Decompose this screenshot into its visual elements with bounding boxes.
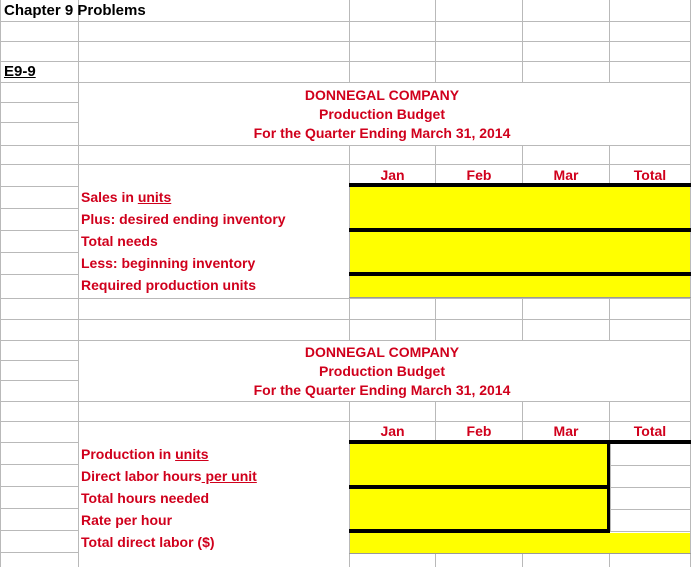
row-label-total-direct-labor: Total direct labor ($) xyxy=(81,534,215,550)
chapter-title: Chapter 9 Problems xyxy=(4,2,146,19)
col-header-total-2: Total xyxy=(633,423,667,439)
grid-line xyxy=(0,41,691,42)
row-label-plus-ending: Plus: desired ending inventory xyxy=(81,211,286,227)
grid-line xyxy=(0,486,78,487)
label-block xyxy=(79,443,349,567)
rule xyxy=(349,553,691,554)
rule xyxy=(349,183,691,187)
grid-line xyxy=(78,0,79,567)
rule xyxy=(607,440,610,533)
grid-line xyxy=(690,0,691,567)
rule xyxy=(349,297,691,298)
rule xyxy=(349,272,691,276)
row-label-total-hours: Total hours needed xyxy=(81,490,210,506)
grid-line xyxy=(0,464,78,465)
grid-line xyxy=(0,552,78,553)
grid-line xyxy=(0,164,691,165)
grid-line xyxy=(0,401,691,402)
budget-period: For the Quarter Ending March 31, 2014 xyxy=(253,125,511,141)
grid-line xyxy=(0,442,78,443)
grid-line xyxy=(0,186,78,187)
grid-line xyxy=(0,0,1,567)
grid-line xyxy=(0,102,78,103)
row-label-required-production: Required production units xyxy=(81,277,256,293)
grid-line xyxy=(0,340,691,341)
company-name-2: DONNEGAL COMPANY xyxy=(304,344,460,360)
row-label-total-needs: Total needs xyxy=(81,233,158,249)
grid-line xyxy=(349,0,350,567)
rule xyxy=(349,440,691,444)
budget-title: Production Budget xyxy=(319,106,445,122)
grid-line xyxy=(0,21,691,22)
budget-title-2: Production Budget xyxy=(319,363,445,379)
grid-line xyxy=(0,274,78,275)
rule xyxy=(349,485,609,489)
merged-cell xyxy=(79,422,349,441)
total-cell[interactable] xyxy=(610,443,691,466)
col-header-total: Total xyxy=(633,167,667,183)
merged-header-area xyxy=(79,341,690,401)
grid-line xyxy=(0,319,691,320)
grid-line xyxy=(0,360,78,361)
col-header-mar: Mar xyxy=(553,167,579,183)
merged-cell xyxy=(79,165,349,184)
rule xyxy=(349,529,609,533)
grid-line xyxy=(0,145,691,146)
rule xyxy=(349,228,691,232)
total-cell[interactable] xyxy=(610,487,691,510)
grid-line xyxy=(0,298,691,299)
total-cell[interactable] xyxy=(610,465,691,488)
row-label-sales: Sales in units xyxy=(81,189,172,205)
col-header-jan: Jan xyxy=(380,167,405,183)
row-label-labor-hours: Direct labor hours per unit xyxy=(81,468,257,484)
grid-line xyxy=(0,380,78,381)
col-header-jan-2: Jan xyxy=(380,423,405,439)
total-cell[interactable] xyxy=(610,509,691,532)
exercise-label: E9-9 xyxy=(4,63,36,80)
grid-line xyxy=(0,530,78,531)
row-label-production: Production in units xyxy=(81,446,209,462)
row-label-rate: Rate per hour xyxy=(81,512,173,528)
budget-period-2: For the Quarter Ending March 31, 2014 xyxy=(253,382,511,398)
grid-line xyxy=(0,122,78,123)
input-cells-1[interactable] xyxy=(350,186,690,297)
grid-line xyxy=(0,61,691,62)
label-block xyxy=(79,186,349,298)
grid-line xyxy=(0,208,78,209)
merged-header-area xyxy=(79,83,690,145)
grid-line xyxy=(0,230,78,231)
col-header-feb-2: Feb xyxy=(466,423,492,439)
input-cells-2-total-row[interactable] xyxy=(350,533,690,553)
grid-line xyxy=(0,421,691,422)
grid-line xyxy=(0,508,78,509)
grid-line xyxy=(0,82,691,83)
grid-line xyxy=(0,252,78,253)
row-label-less-beginning: Less: beginning inventory xyxy=(81,255,256,271)
col-header-mar-2: Mar xyxy=(553,423,579,439)
col-header-feb: Feb xyxy=(466,167,492,183)
company-name: DONNEGAL COMPANY xyxy=(304,87,460,103)
